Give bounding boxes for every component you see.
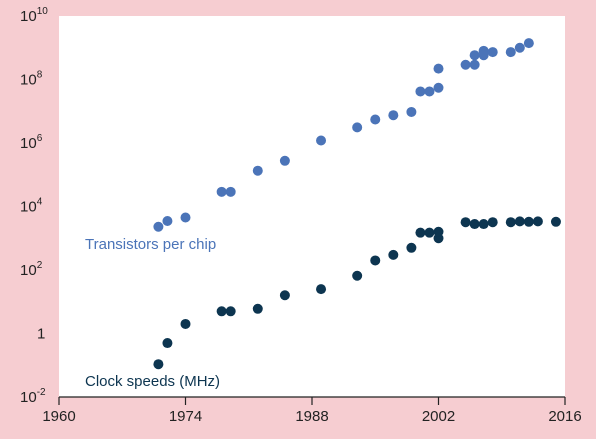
y-tick-exponent: 4 [37, 197, 43, 208]
clock-speed-point [352, 270, 363, 281]
x-tick-label: 1960 [42, 408, 75, 425]
y-tick-label: 1010 [20, 6, 48, 25]
y-tick-base: 1 [37, 326, 45, 343]
transistor-point [316, 135, 327, 146]
y-tick-label: 1 [37, 326, 45, 343]
transistor-point [478, 50, 489, 61]
clock-speed-point [433, 226, 444, 237]
y-tick-label: 10-2 [20, 387, 46, 406]
y-tick-base: 10 [20, 389, 37, 406]
transistor-point [505, 47, 516, 58]
transistor-point [162, 215, 173, 226]
y-tick-base: 10 [20, 8, 37, 25]
y-tick-base: 10 [20, 135, 37, 152]
clock-speed-point [370, 255, 381, 266]
transistor-point [469, 50, 480, 61]
transistor-point [352, 122, 363, 133]
transistor-point [523, 38, 534, 49]
clock-speed-point [505, 217, 516, 228]
y-tick-exponent: 10 [37, 6, 49, 17]
clock-speed-point [487, 217, 498, 228]
transistor-point [469, 59, 480, 70]
y-tick-label: 106 [20, 133, 43, 152]
clock-speed-point [162, 338, 173, 349]
clock-speed-point [469, 219, 480, 230]
transistor-point [406, 106, 417, 117]
transistor-point [433, 63, 444, 74]
x-tick-label: 1988 [295, 408, 328, 425]
transistor-point [279, 155, 290, 166]
transistor-point [216, 186, 227, 197]
transistor-point [424, 86, 435, 97]
clock-speed-point [424, 227, 435, 238]
transistor-point [370, 114, 381, 125]
clock-speed-point [388, 249, 399, 260]
clock-speed-point [478, 219, 489, 230]
transistors-label: Transistors per chip [85, 236, 216, 253]
x-tick-label: 1974 [169, 408, 202, 425]
y-tick-exponent: -2 [37, 387, 46, 398]
transistor-point [180, 212, 191, 223]
y-tick-base: 10 [20, 262, 37, 279]
clock-speed-point [532, 216, 543, 227]
transistor-point [252, 165, 263, 176]
clock-speed-point [514, 216, 525, 227]
clock-speed-point [406, 242, 417, 253]
clock-speed-point [316, 284, 327, 295]
clock-speed-point [252, 303, 263, 314]
transistor-point [514, 42, 525, 53]
transistor-point [153, 221, 164, 232]
y-tick-label: 102 [20, 260, 43, 279]
transistor-point [388, 110, 399, 121]
transistor-point [487, 47, 498, 58]
clock-speed-point [225, 306, 236, 317]
data-points [153, 38, 561, 370]
x-tick-label: 2002 [422, 408, 455, 425]
y-tick-base: 10 [20, 199, 37, 216]
y-tick-exponent: 2 [37, 260, 43, 271]
clock-speed-point [523, 216, 534, 227]
clock-speed-point [415, 227, 426, 238]
transistor-point [225, 186, 236, 197]
clock-speed-point [153, 359, 164, 370]
transistor-point [415, 86, 426, 97]
x-axis-ticks: 1960 1974 1988 2002 2016 [42, 397, 582, 425]
clock-speed-point [180, 318, 191, 329]
clock-speeds-label: Clock speeds (MHz) [85, 373, 220, 390]
clock-speed-point [460, 217, 471, 228]
y-tick-base: 10 [20, 72, 37, 89]
y-tick-label: 108 [20, 70, 43, 89]
clock-speed-point [216, 306, 227, 317]
plot-area [59, 16, 565, 397]
transistor-point [433, 82, 444, 93]
y-tick-exponent: 8 [37, 70, 43, 81]
clock-speed-point [550, 216, 561, 227]
x-tick-label: 2016 [548, 408, 581, 425]
y-tick-label: 104 [20, 197, 43, 216]
series-annotations: Transistors per chip Clock speeds (MHz) [85, 236, 220, 390]
transistor-point [460, 59, 471, 70]
y-tick-exponent: 6 [37, 133, 43, 144]
clock-speed-point [279, 290, 290, 301]
